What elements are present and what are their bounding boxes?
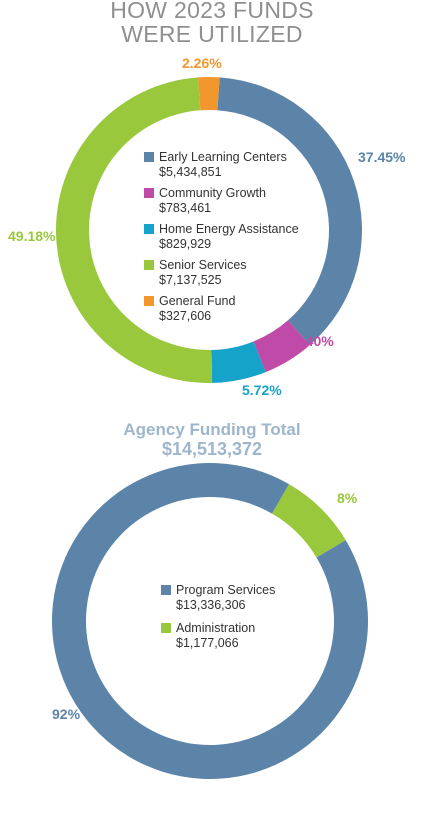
legend-value: $783,461 (159, 201, 212, 215)
legend-value: $327,606 (159, 309, 212, 323)
pct-label-general-fund: 2.26% (182, 55, 222, 71)
legend-label: Home Energy Assistance (159, 222, 299, 236)
legend-item-senior-services: Senior Services $7,137,525 (144, 258, 304, 288)
legend-swatch (144, 152, 154, 162)
legend-swatch (144, 188, 154, 198)
agency-funding-total: $14,513,372 (161, 439, 263, 459)
donut-chart-agency-funding (51, 463, 369, 779)
legend-label: Early Learning Centers (159, 150, 287, 164)
pct-label-program-services: 92% (52, 706, 81, 722)
legend-item-early-learning: Early Learning Centers $5,434,851 (144, 150, 304, 180)
legend-value: $829,929 (159, 237, 212, 251)
legend-swatch (144, 260, 154, 270)
legend-swatch (161, 623, 171, 633)
legend-item-home-energy: Home Energy Assistance $829,929 (144, 222, 304, 252)
legend-swatch (144, 224, 154, 234)
legend-label: Senior Services (159, 258, 247, 272)
chart-title: HOW 2023 FUNDS WERE UTILIZED (0, 0, 424, 46)
legend-item-administration: Administration $1,177,066 (161, 621, 311, 651)
legend-item-general-fund: General Fund $327,606 (144, 294, 304, 324)
donut-chart-2023-funds (55, 77, 362, 383)
legend-label: Program Services (176, 583, 276, 597)
legend-swatch (161, 585, 171, 595)
legend-value: $5,434,851 (159, 165, 222, 179)
legend-value: $13,336,306 (176, 598, 246, 612)
donut-slice-general-fund (197, 77, 220, 111)
donut-slice-home-energy-assistance (211, 341, 266, 383)
pct-label-senior-services: 49.18% (8, 228, 56, 244)
pct-label-home-energy: 5.72% (242, 382, 282, 398)
agency-funding-title: Agency Funding Total (123, 420, 301, 439)
legend-label: General Fund (159, 294, 236, 308)
donut-slice-early-learning-centers (217, 77, 362, 346)
donut-slice-senior-services (55, 77, 213, 383)
chart-title-line-2: WERE UTILIZED (121, 21, 303, 47)
pct-label-early-learning: 37.45% (358, 149, 406, 165)
legend-swatch (144, 296, 154, 306)
donut-slice-administration (272, 484, 346, 558)
legend-item-program-services: Program Services $13,336,306 (161, 583, 311, 613)
pct-label-administration: 8% (337, 490, 358, 506)
legend-agency-funding: Program Services $13,336,306 Administrat… (161, 583, 311, 657)
chart-title-line-1: HOW 2023 FUNDS (110, 0, 314, 23)
legend-value: $1,177,066 (176, 636, 239, 650)
legend-2023-funds: Early Learning Centers $5,434,851 Commun… (144, 150, 304, 330)
donut-slice-community-growth (253, 320, 310, 373)
legend-value: $7,137,525 (159, 273, 222, 287)
legend-label: Administration (176, 621, 256, 635)
legend-item-community-growth: Community Growth $783,461 (144, 186, 304, 216)
pct-label-community-growth: 5.40% (294, 333, 334, 349)
legend-label: Community Growth (159, 186, 266, 200)
